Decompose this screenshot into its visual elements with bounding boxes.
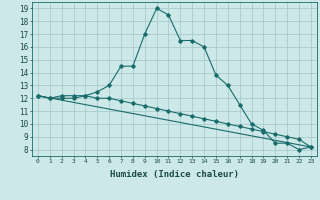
- X-axis label: Humidex (Indice chaleur): Humidex (Indice chaleur): [110, 170, 239, 179]
